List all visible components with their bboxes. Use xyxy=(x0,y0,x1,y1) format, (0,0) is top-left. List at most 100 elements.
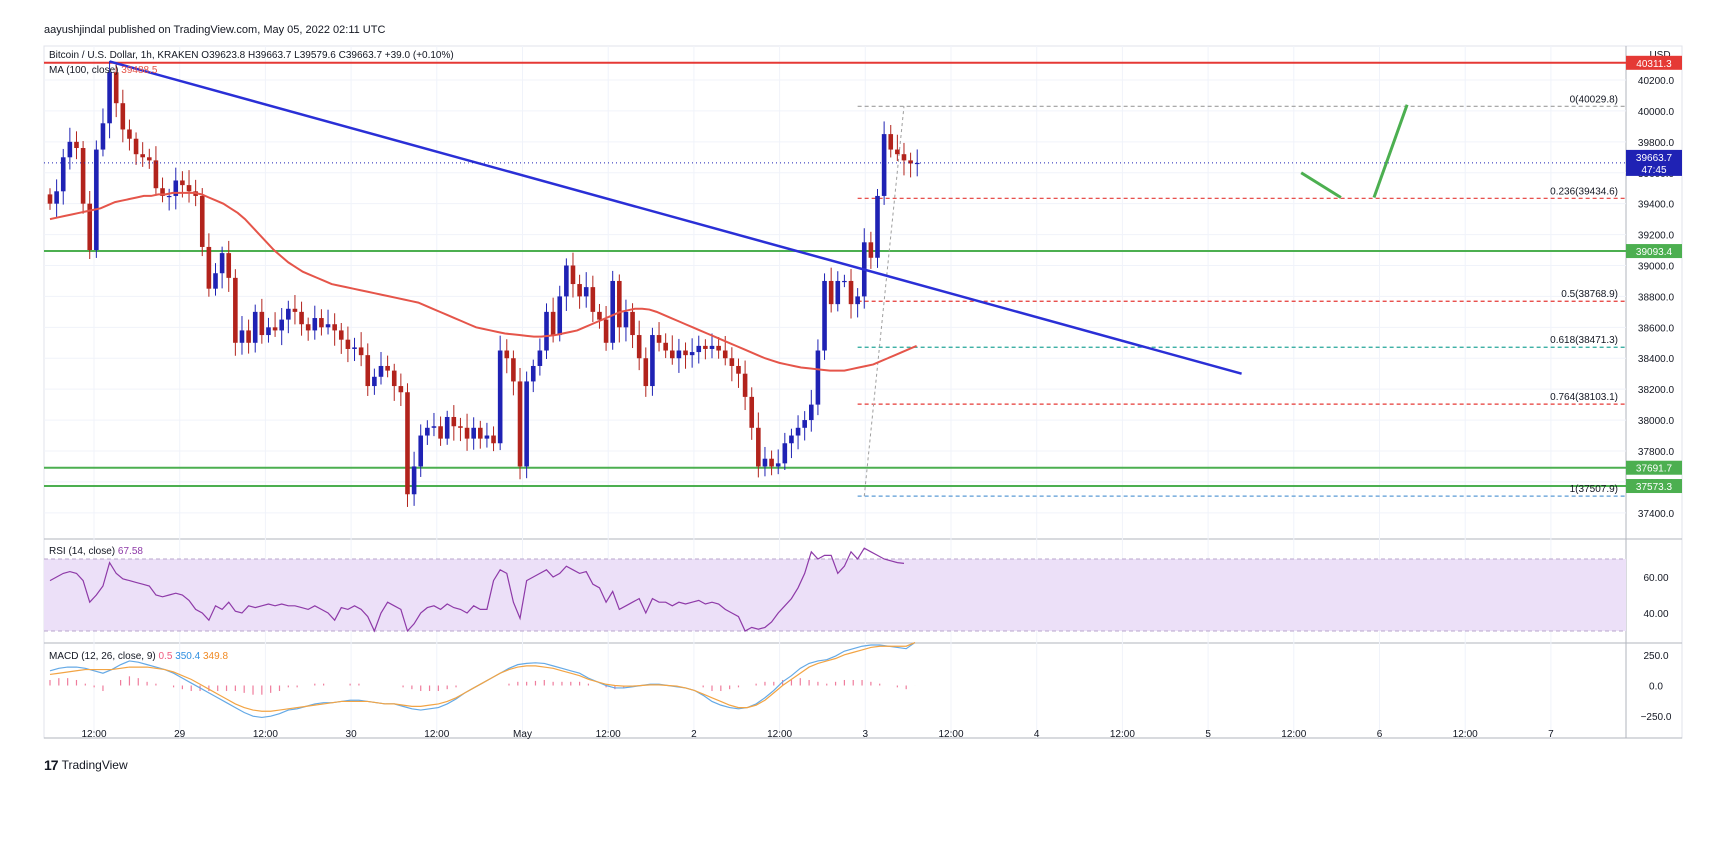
bearish-trendline xyxy=(109,60,1242,375)
candle-body xyxy=(378,365,384,377)
candle-body xyxy=(881,134,887,196)
candle-body xyxy=(603,319,609,343)
grid xyxy=(43,45,1683,739)
x-tick-label: 2 xyxy=(691,729,697,740)
last-price-value: 39663.7 xyxy=(1636,153,1673,164)
candle-body xyxy=(259,311,265,336)
symbol-legend[interactable]: Bitcoin / U.S. Dollar, 1h, KRAKEN O39623… xyxy=(49,50,454,61)
fib-level-label: 1(37507.9) xyxy=(1570,484,1618,495)
candle-body xyxy=(888,134,894,150)
candle-body xyxy=(305,324,311,331)
fib-level-label: 0.5(38768.9) xyxy=(1561,289,1618,300)
x-tick-label: 12:00 xyxy=(938,729,963,740)
candle-body xyxy=(219,253,225,274)
candle-body xyxy=(478,427,483,439)
candle-body xyxy=(842,280,847,283)
chart-frame xyxy=(43,45,1683,739)
candle-body xyxy=(875,195,880,258)
candle-body xyxy=(577,284,582,297)
y-tick-label: 40000.0 xyxy=(1638,107,1675,118)
ma-100-line xyxy=(49,191,918,372)
candle-body xyxy=(100,123,106,150)
ma-label: MA (100, close) xyxy=(49,65,119,76)
candle-body xyxy=(835,280,841,305)
candle-body xyxy=(709,345,715,349)
projection-down-stroke xyxy=(1300,171,1342,199)
y-tick-label: 38200.0 xyxy=(1638,385,1675,396)
candle-body xyxy=(696,345,702,353)
candle-body xyxy=(669,350,675,359)
candle-body xyxy=(233,277,238,343)
support-level-badge xyxy=(1626,244,1682,259)
rsi-band xyxy=(44,559,1626,631)
candle-body xyxy=(153,160,159,189)
candle-body xyxy=(272,327,278,331)
candle-body xyxy=(67,141,73,158)
candle-body xyxy=(431,426,437,428)
x-tick-label: 7 xyxy=(1548,729,1554,740)
candle-body xyxy=(590,287,596,312)
candle-body xyxy=(868,242,874,258)
ma-value: 39488.5 xyxy=(121,65,158,76)
x-tick-label: 12:00 xyxy=(767,729,792,740)
fib-retracement[interactable]: 0(40029.8) 0.236(39434.6) 0.5(38768.9) 0.61… xyxy=(857,94,1626,497)
x-tick-label: 3 xyxy=(863,729,869,740)
candle-body xyxy=(795,427,801,436)
macd-legend[interactable]: MACD (12, 26, close, 9) 0.5 350.4 349.8 xyxy=(49,651,228,662)
candle-body xyxy=(113,72,119,104)
x-tick-label: 6 xyxy=(1377,729,1383,740)
candle-body xyxy=(444,416,450,439)
macd-pane xyxy=(49,642,916,719)
candle-body xyxy=(676,350,682,359)
candle-body xyxy=(266,327,271,336)
price-badges: 40311.3 39093.4 37691.7 37573.3 39663.747:45 xyxy=(1626,55,1682,494)
rsi-line xyxy=(49,547,905,633)
candle-body xyxy=(749,396,755,428)
x-tick-label: 12:00 xyxy=(424,729,449,740)
macd-line-value: 350.4 xyxy=(175,651,201,662)
bar-countdown: 47:45 xyxy=(1641,165,1666,176)
rsi-tick-label: 40.00 xyxy=(1643,609,1668,620)
candle-body xyxy=(87,203,93,251)
candle-body xyxy=(206,246,212,289)
candle-body xyxy=(60,157,66,192)
candle-body xyxy=(511,358,516,382)
candle-body xyxy=(186,185,192,192)
candle-body xyxy=(286,308,291,320)
macd-label: MACD (12, 26, close, 9) xyxy=(49,651,156,662)
candle-body xyxy=(127,129,132,139)
candle-body xyxy=(133,138,139,155)
y-tick-label: 37400.0 xyxy=(1638,509,1675,520)
candle-body xyxy=(855,296,860,305)
rsi-label: RSI (14, close) xyxy=(49,546,116,557)
tradingview-logo[interactable]: 17 TradingView xyxy=(44,757,128,773)
y-tick-label: 37800.0 xyxy=(1638,447,1675,458)
y-tick-label: 39800.0 xyxy=(1638,138,1675,149)
candle-body xyxy=(147,157,152,161)
candle-body xyxy=(703,345,708,349)
candle-body xyxy=(530,365,536,382)
fib-level-label: 0.764(38103.1) xyxy=(1550,392,1618,403)
ma-legend[interactable]: MA (100, close) 39488.5 xyxy=(49,65,157,76)
x-tick-label: May xyxy=(513,729,532,740)
candle-body xyxy=(140,154,145,158)
support-level-value: 37573.3 xyxy=(1636,482,1673,493)
y-tick-label: 38800.0 xyxy=(1638,292,1675,303)
candle-body xyxy=(391,370,397,387)
candle-body xyxy=(901,154,907,161)
x-tick-label: 12:00 xyxy=(1110,729,1135,740)
candle-body xyxy=(319,318,324,328)
x-tick-label: 4 xyxy=(1034,729,1040,740)
candle-body xyxy=(650,335,655,387)
rsi-legend[interactable]: RSI (14, close) 67.58 xyxy=(49,546,143,557)
candle-body xyxy=(617,280,622,328)
candle-body xyxy=(769,458,774,467)
candle-body xyxy=(199,195,205,247)
candle-body xyxy=(47,194,53,204)
x-tick-label: 5 xyxy=(1205,729,1211,740)
candle-body xyxy=(550,311,556,336)
candle-body xyxy=(643,358,649,387)
horizontal-levels xyxy=(44,61,1626,488)
support-level-value: 37691.7 xyxy=(1636,464,1673,475)
